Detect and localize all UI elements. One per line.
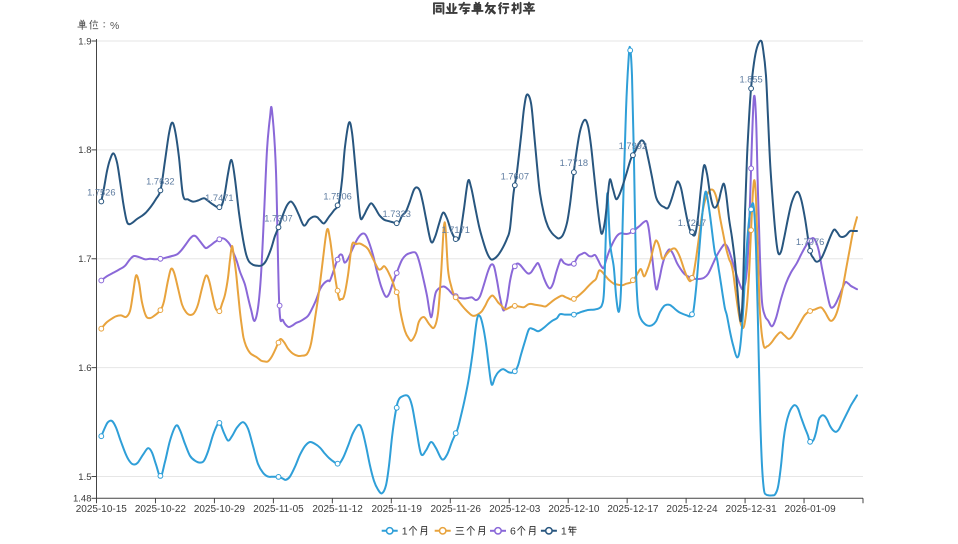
svg-text:1.855: 1.855	[739, 75, 762, 85]
svg-text:1.7632: 1.7632	[146, 176, 174, 186]
svg-text:2025-12-31: 2025-12-31	[726, 504, 778, 515]
svg-text:2025-12-24: 2025-12-24	[666, 504, 718, 515]
svg-text:1.7: 1.7	[78, 254, 91, 265]
svg-text:2025-12-17: 2025-12-17	[607, 504, 659, 515]
svg-text:2025-10-15: 2025-10-15	[76, 504, 128, 515]
svg-text:1.7506: 1.7506	[323, 191, 351, 201]
svg-text:2025-12-10: 2025-12-10	[548, 504, 600, 515]
svg-text:1.7471: 1.7471	[205, 193, 233, 203]
svg-text:2025-12-03: 2025-12-03	[489, 504, 541, 515]
svg-text:1.8: 1.8	[78, 145, 91, 156]
svg-text:1.7076: 1.7076	[796, 237, 824, 247]
svg-text:%: %	[110, 20, 119, 32]
svg-text:1.9: 1.9	[78, 36, 91, 47]
svg-text:1.5: 1.5	[78, 472, 91, 483]
svg-text:1.7217: 1.7217	[678, 218, 706, 228]
svg-text:1.7323: 1.7323	[382, 209, 410, 219]
svg-text:6: 6	[510, 526, 516, 538]
svg-text:1.7526: 1.7526	[87, 187, 115, 197]
svg-text:1: 1	[561, 526, 567, 538]
svg-text:2025-11-26: 2025-11-26	[430, 504, 481, 515]
svg-text:1.48: 1.48	[73, 494, 92, 505]
svg-text:1.7718: 1.7718	[560, 158, 588, 168]
svg-text:2025-11-19: 2025-11-19	[371, 504, 422, 515]
svg-text:2026-01-09: 2026-01-09	[785, 504, 837, 515]
svg-text:1: 1	[402, 526, 408, 538]
svg-text:1.7992: 1.7992	[619, 141, 647, 151]
svg-text:2025-11-12: 2025-11-12	[312, 504, 363, 515]
svg-text:2025-10-29: 2025-10-29	[194, 504, 246, 515]
svg-text:2025-11-05: 2025-11-05	[253, 504, 304, 515]
svg-text:1.7171: 1.7171	[441, 225, 469, 235]
svg-text:1.7307: 1.7307	[264, 213, 292, 223]
svg-text:1.7607: 1.7607	[501, 171, 529, 181]
svg-text:1.6: 1.6	[78, 363, 91, 374]
svg-text:2025-10-22: 2025-10-22	[135, 504, 187, 515]
